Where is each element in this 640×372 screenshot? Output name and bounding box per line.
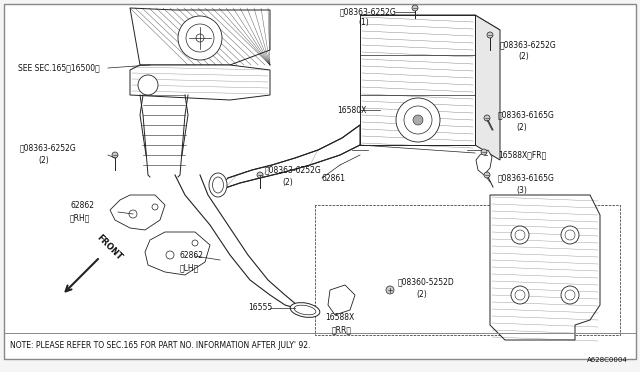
Circle shape bbox=[511, 226, 529, 244]
Polygon shape bbox=[295, 308, 312, 310]
Polygon shape bbox=[360, 15, 500, 30]
Text: 16588X〈FR〉: 16588X〈FR〉 bbox=[498, 151, 547, 160]
Circle shape bbox=[257, 172, 263, 178]
Polygon shape bbox=[175, 175, 208, 195]
Circle shape bbox=[413, 115, 423, 125]
Text: 16555: 16555 bbox=[248, 304, 272, 312]
Circle shape bbox=[129, 210, 137, 218]
Polygon shape bbox=[130, 65, 270, 100]
Circle shape bbox=[412, 5, 418, 11]
Text: 62861: 62861 bbox=[322, 173, 346, 183]
Text: (2): (2) bbox=[38, 155, 49, 164]
Ellipse shape bbox=[209, 173, 227, 197]
Ellipse shape bbox=[294, 305, 316, 315]
Polygon shape bbox=[185, 195, 228, 225]
Polygon shape bbox=[230, 255, 268, 280]
Polygon shape bbox=[490, 195, 600, 340]
Text: Ⓢ08360-5252D: Ⓢ08360-5252D bbox=[398, 278, 455, 286]
Text: A628C0004: A628C0004 bbox=[588, 357, 628, 363]
Polygon shape bbox=[475, 15, 500, 160]
Circle shape bbox=[515, 290, 525, 300]
Text: 62862: 62862 bbox=[70, 201, 94, 209]
Text: 〈LH〉: 〈LH〉 bbox=[180, 263, 199, 273]
Text: (1): (1) bbox=[358, 17, 369, 26]
Circle shape bbox=[396, 98, 440, 142]
Polygon shape bbox=[270, 295, 297, 305]
Text: NOTE: PLEASE REFER TO SEC.165 FOR PART NO. INFORMATION AFTER JULY' 92.: NOTE: PLEASE REFER TO SEC.165 FOR PART N… bbox=[10, 341, 310, 350]
Circle shape bbox=[484, 172, 490, 178]
Ellipse shape bbox=[212, 177, 223, 193]
Text: Ⓢ08363-6252G: Ⓢ08363-6252G bbox=[340, 7, 397, 16]
Circle shape bbox=[192, 240, 198, 246]
Circle shape bbox=[515, 230, 525, 240]
Circle shape bbox=[565, 230, 575, 240]
Text: Ⓢ08363-6252G: Ⓢ08363-6252G bbox=[500, 41, 557, 49]
Circle shape bbox=[166, 251, 174, 259]
Polygon shape bbox=[110, 195, 165, 230]
Text: SEE SEC.165〈16500〉: SEE SEC.165〈16500〉 bbox=[18, 64, 100, 73]
Circle shape bbox=[404, 106, 432, 134]
Text: Ⓢ08363-6252G: Ⓢ08363-6252G bbox=[265, 166, 322, 174]
Polygon shape bbox=[285, 305, 307, 308]
Ellipse shape bbox=[290, 303, 320, 317]
Polygon shape bbox=[130, 8, 270, 65]
Text: (2): (2) bbox=[516, 122, 527, 131]
Circle shape bbox=[511, 286, 529, 304]
Circle shape bbox=[487, 32, 493, 38]
Polygon shape bbox=[145, 232, 210, 275]
Text: FRONT: FRONT bbox=[95, 233, 124, 262]
Text: 16588X: 16588X bbox=[325, 314, 355, 323]
Text: 62862: 62862 bbox=[180, 250, 204, 260]
Text: Ⓢ08363-6165G: Ⓢ08363-6165G bbox=[498, 173, 555, 183]
Polygon shape bbox=[360, 15, 475, 145]
Polygon shape bbox=[328, 285, 355, 315]
Text: (2): (2) bbox=[282, 177, 292, 186]
Circle shape bbox=[561, 226, 579, 244]
Circle shape bbox=[152, 204, 158, 210]
Text: (2): (2) bbox=[416, 289, 427, 298]
Text: 〈RH〉: 〈RH〉 bbox=[70, 214, 90, 222]
Circle shape bbox=[481, 149, 487, 155]
Polygon shape bbox=[215, 125, 360, 192]
Circle shape bbox=[196, 34, 204, 42]
Circle shape bbox=[561, 286, 579, 304]
Text: Ⓢ08363-6252G: Ⓢ08363-6252G bbox=[20, 144, 77, 153]
Circle shape bbox=[178, 16, 222, 60]
Circle shape bbox=[565, 290, 575, 300]
Circle shape bbox=[484, 115, 490, 121]
Circle shape bbox=[386, 286, 394, 294]
Text: 16580X: 16580X bbox=[337, 106, 366, 115]
Text: Ⓢ08363-6165G: Ⓢ08363-6165G bbox=[498, 110, 555, 119]
Circle shape bbox=[186, 24, 214, 52]
Circle shape bbox=[112, 152, 118, 158]
Polygon shape bbox=[476, 150, 492, 175]
Polygon shape bbox=[250, 280, 285, 295]
Text: 〈RR〉: 〈RR〉 bbox=[332, 326, 352, 334]
Text: (2): (2) bbox=[518, 51, 529, 61]
Circle shape bbox=[138, 75, 158, 95]
Text: (3): (3) bbox=[516, 186, 527, 195]
Polygon shape bbox=[210, 225, 248, 255]
FancyBboxPatch shape bbox=[4, 4, 636, 359]
